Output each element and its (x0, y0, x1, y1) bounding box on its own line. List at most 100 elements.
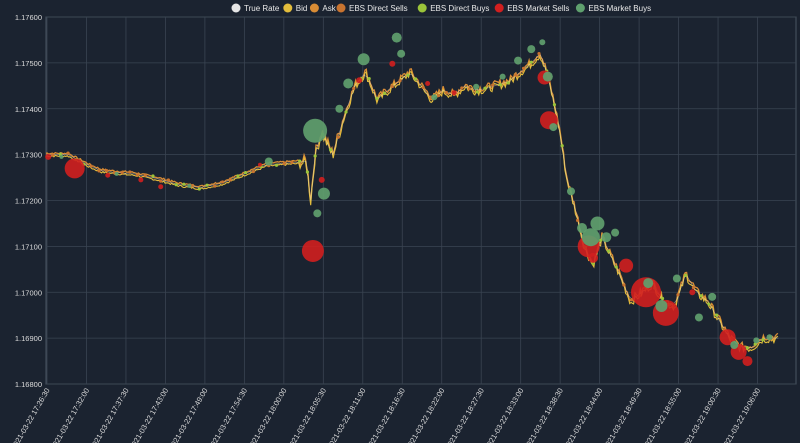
direct-buy-point (529, 60, 533, 64)
market-sell-point (588, 252, 599, 263)
direct-buy-point (305, 170, 309, 174)
legend-item[interactable]: EBS Market Buys (575, 3, 651, 14)
direct-sell-point (437, 93, 441, 98)
market-buy-point (766, 334, 773, 341)
direct-sell-point (159, 179, 163, 183)
y-tick-label: 1.17400 (15, 105, 42, 114)
market-sell-point (318, 176, 325, 183)
legend-label: Bid (296, 4, 308, 13)
legend-item[interactable]: Ask (309, 3, 337, 14)
market-buy-point (581, 228, 600, 247)
direct-buy-point (614, 265, 618, 269)
market-buy-point (655, 300, 668, 313)
y-tick-label: 1.17500 (15, 59, 42, 68)
direct-buy-point (313, 154, 317, 158)
market-buy-point (264, 157, 273, 166)
market-buy-point (59, 154, 64, 159)
market-sell-point (631, 277, 661, 308)
legend-label: EBS Direct Sells (349, 4, 408, 13)
direct-buy-point (197, 187, 201, 191)
market-sell-point (425, 81, 431, 87)
direct-buy-point (274, 163, 279, 167)
market-buy-point (473, 83, 480, 90)
legend-marker (231, 3, 241, 13)
legend-item[interactable]: EBS Market Sells (494, 3, 570, 14)
y-tick-label: 1.17000 (15, 288, 42, 297)
direct-sell-point (66, 151, 70, 155)
market-buy-point (343, 78, 354, 89)
legend-marker (336, 3, 346, 13)
legend-marker (575, 3, 585, 13)
y-tick-label: 1.17600 (15, 13, 42, 22)
y-tick-label: 1.16800 (15, 380, 42, 389)
y-tick-label: 1.17200 (15, 197, 42, 206)
direct-buy-point (745, 346, 750, 350)
direct-sell-point (352, 86, 356, 91)
market-sell-point (257, 162, 262, 167)
market-sell-point (389, 60, 396, 67)
series-layer (45, 32, 779, 367)
y-axis: 1.17600 1.17500 1.17400 1.17300 1.17200 1.171… (15, 13, 42, 389)
market-buy-point (391, 32, 402, 43)
direct-sell-point (630, 298, 634, 302)
legend[interactable]: True Rate Bid Ask EBS Direct Sells EBS Direc… (231, 3, 652, 14)
legend-item[interactable]: EBS Direct Buys (417, 3, 490, 14)
direct-sell-point (467, 87, 472, 91)
direct-buy-point (498, 83, 503, 87)
direct-buy-point (475, 90, 479, 94)
direct-sell-point (444, 91, 448, 95)
market-buy-point (539, 39, 546, 46)
market-buy-point (708, 292, 717, 301)
legend-item[interactable]: EBS Direct Sells (336, 3, 408, 14)
legend-label: EBS Market Sells (507, 4, 569, 13)
legend-item[interactable]: True Rate (231, 3, 280, 14)
direct-buy-point (552, 103, 557, 107)
market-buy-point (672, 274, 681, 283)
grid (45, 16, 797, 385)
direct-buy-point (328, 148, 333, 152)
direct-sell-point (691, 285, 696, 290)
market-buy-point (187, 183, 192, 188)
market-sell-point (45, 153, 52, 160)
direct-buy-point (506, 81, 510, 85)
market-buy-point (542, 71, 553, 82)
market-buy-point (590, 216, 605, 231)
market-sell-point (451, 90, 457, 96)
direct-buy-point (599, 238, 603, 242)
market-sell-point (742, 356, 753, 367)
direct-sell-point (514, 73, 518, 77)
market-sell-point (719, 329, 736, 346)
legend-item[interactable]: Bid (283, 3, 308, 14)
direct-sell-point (290, 160, 294, 165)
direct-sell-point (460, 86, 464, 90)
direct-buy-point (406, 73, 410, 77)
direct-sell-point (491, 83, 495, 87)
direct-buy-point (383, 91, 387, 96)
direct-buy-point (684, 273, 688, 277)
market-buy-point (357, 53, 370, 66)
direct-sell-point (89, 164, 93, 168)
direct-buy-point (707, 302, 711, 306)
legend-marker (417, 3, 427, 13)
market-buy-point (514, 56, 523, 65)
market-buy-point (577, 223, 588, 234)
direct-sell-point (97, 169, 101, 173)
market-sell-point (64, 158, 85, 179)
market-sell-point (689, 289, 696, 296)
direct-sell-point (213, 184, 217, 188)
direct-sell-point (166, 178, 171, 182)
legend-marker (309, 3, 319, 13)
direct-buy-point (205, 183, 209, 187)
direct-buy-point (236, 174, 240, 178)
market-buy-point (114, 171, 119, 176)
direct-sell-point (622, 283, 626, 287)
direct-sell-point (251, 169, 255, 174)
direct-buy-point (344, 110, 348, 114)
direct-buy-point (761, 338, 765, 342)
market-buy-point (527, 45, 536, 54)
market-buy-point (303, 118, 328, 143)
market-sell-point (356, 77, 363, 84)
direct-buy-point (174, 183, 178, 187)
legend-label: Ask (322, 4, 336, 13)
